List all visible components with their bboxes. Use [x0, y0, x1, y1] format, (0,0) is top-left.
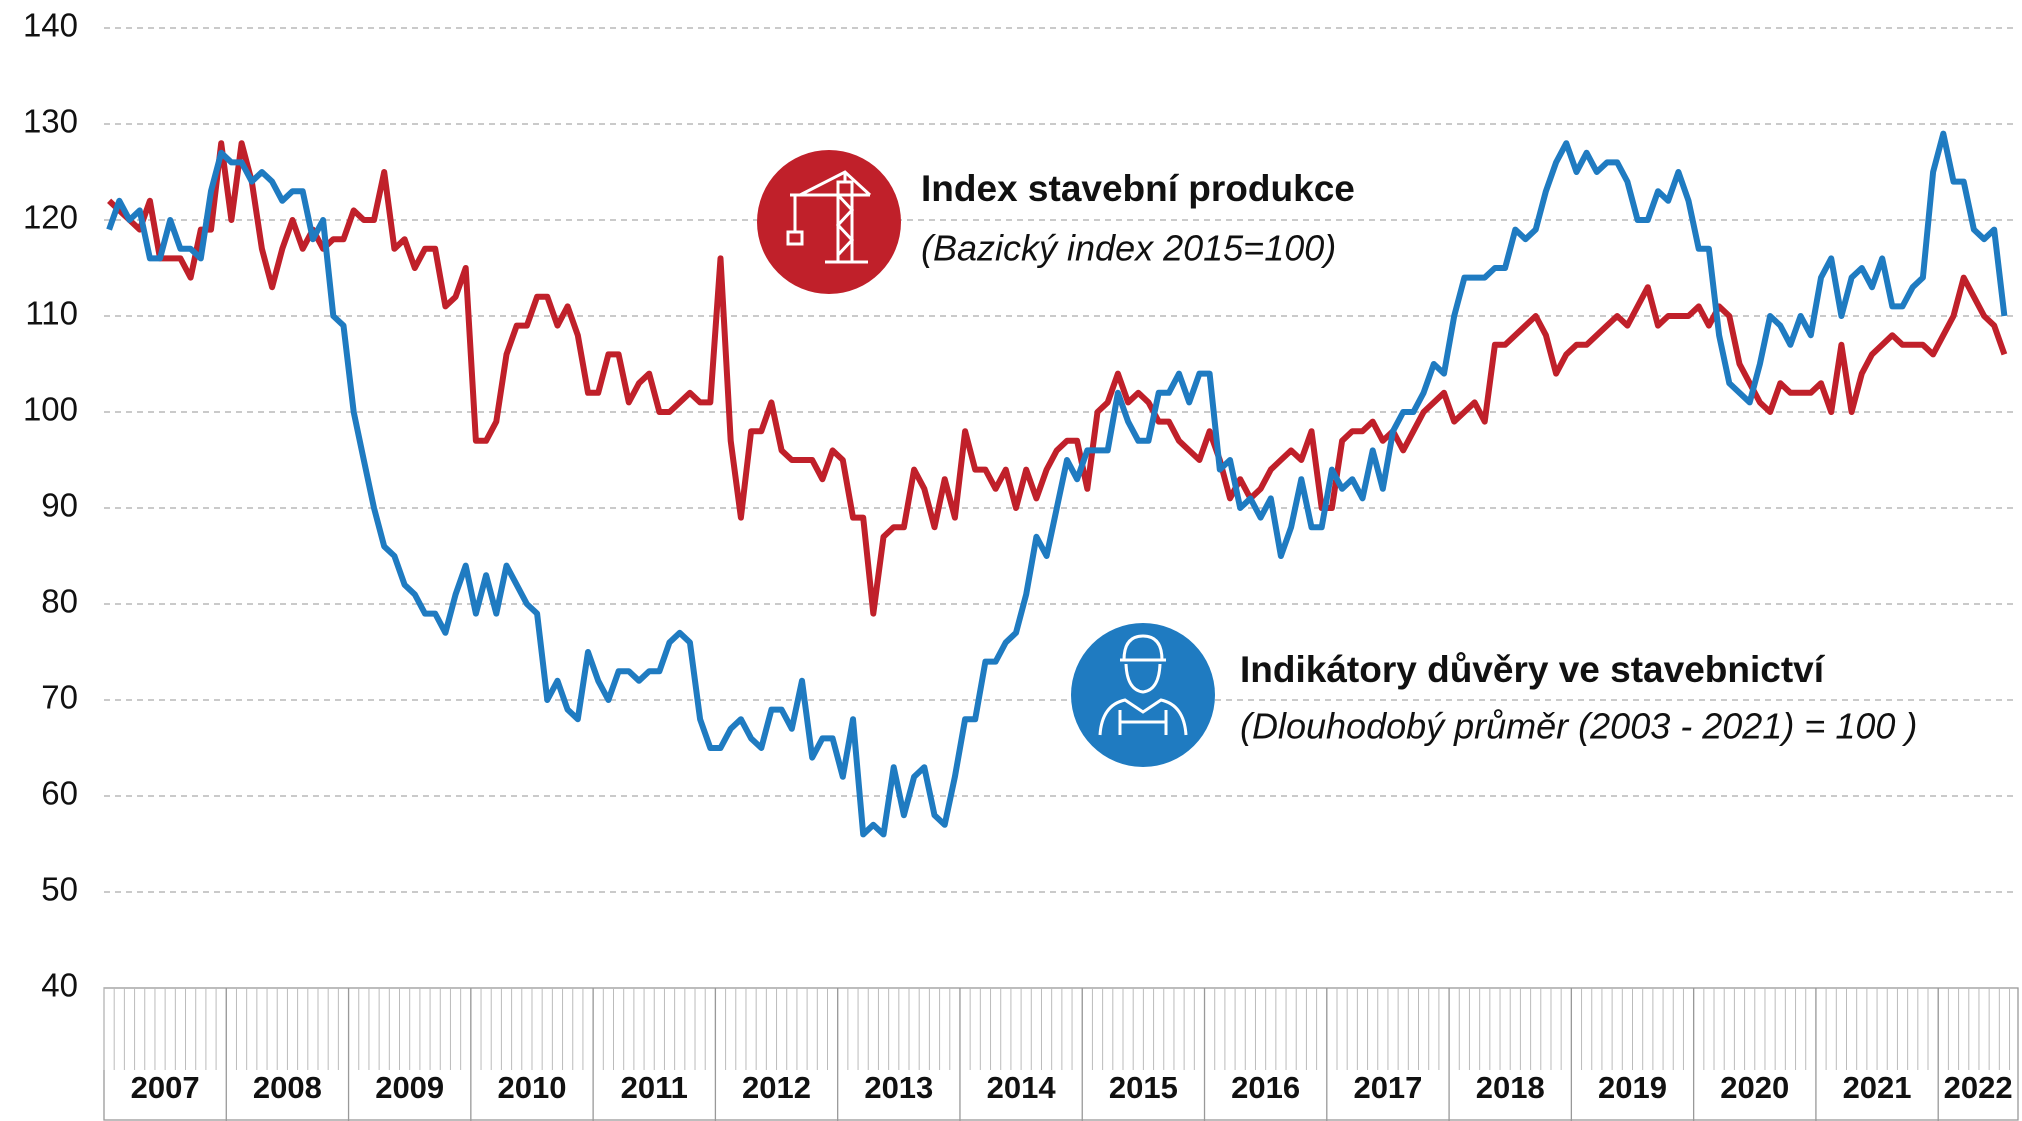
- y-tick-label: 50: [41, 871, 78, 908]
- x-tick-label: 2013: [864, 1070, 933, 1105]
- x-tick-label: 2017: [1353, 1070, 1422, 1105]
- x-tick-label: 2012: [742, 1070, 811, 1105]
- y-tick-label: 140: [23, 7, 78, 44]
- series-line: [106, 130, 2008, 838]
- y-tick-label: 110: [25, 295, 78, 332]
- x-tick-label: 2008: [253, 1070, 322, 1105]
- worker-icon: [1071, 623, 1215, 767]
- annotation-subtitle: (Bazický index 2015=100): [921, 228, 1336, 269]
- x-tick-label: 2020: [1720, 1070, 1789, 1105]
- y-tick-label: 120: [23, 199, 78, 236]
- y-tick-label: 90: [41, 487, 78, 524]
- y-tick-label: 100: [23, 391, 78, 428]
- y-tick-label: 80: [41, 583, 78, 620]
- x-tick-label: 2021: [1843, 1070, 1912, 1105]
- x-tick-label: 2015: [1109, 1070, 1178, 1105]
- x-tick-label: 2010: [497, 1070, 566, 1105]
- x-tick-label: 2014: [987, 1070, 1057, 1105]
- y-tick-label: 70: [41, 679, 78, 716]
- x-tick-label: 2016: [1231, 1070, 1300, 1105]
- x-tick-label: 2011: [621, 1070, 688, 1105]
- plot: 40 50 60 70 80 90 100 110 120 130 140 2007 2008 2009 2…: [23, 7, 2019, 1121]
- x-tick-label: 2022: [1944, 1070, 2013, 1105]
- y-tick-label: 40: [41, 967, 78, 1004]
- annotation-title: Index stavební produkce: [921, 168, 1355, 209]
- x-tick-label: 2018: [1476, 1070, 1545, 1105]
- annotation-title: Indikátory důvěry ve stavebnictví: [1240, 649, 1826, 690]
- annotation-subtitle: (Dlouhodobý průměr (2003 - 2021) = 100 ): [1240, 706, 1917, 747]
- y-tick-label: 60: [41, 775, 78, 812]
- y-tick-label: 130: [23, 103, 78, 140]
- crane-icon: [757, 150, 901, 294]
- x-tick-label: 2009: [375, 1070, 444, 1105]
- x-tick-label: 2019: [1598, 1070, 1667, 1105]
- x-tick-label: 2007: [131, 1070, 200, 1105]
- series-line: [107, 140, 2008, 617]
